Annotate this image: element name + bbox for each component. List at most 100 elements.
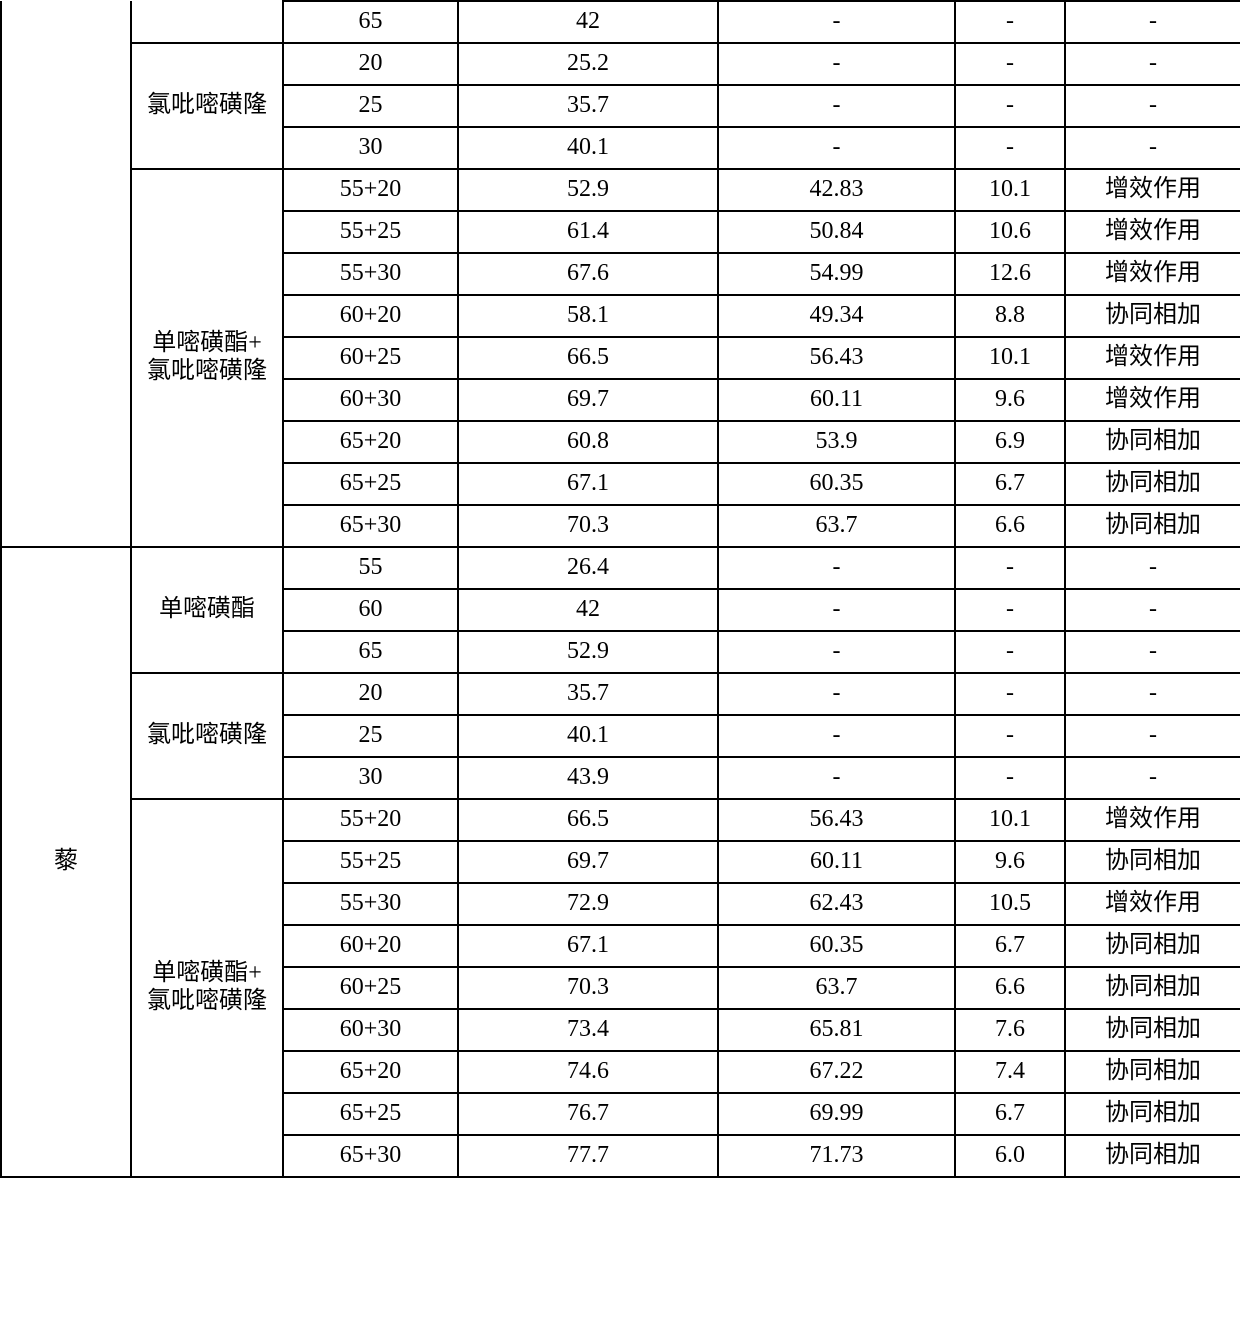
- value-cell: 50.84: [718, 211, 955, 253]
- value-cell: -: [955, 547, 1065, 589]
- value-cell: 65.81: [718, 1009, 955, 1051]
- dose-cell: 55: [283, 547, 458, 589]
- value-cell: 35.7: [458, 85, 718, 127]
- table-row: 单嘧磺酯+ 氯吡嘧磺隆 55+20 66.5 56.43 10.1 增效作用: [1, 799, 1240, 841]
- effect-cell: 协同相加: [1065, 1009, 1240, 1051]
- dose-cell: 55+20: [283, 799, 458, 841]
- value-cell: 10.6: [955, 211, 1065, 253]
- effect-cell: 协同相加: [1065, 1135, 1240, 1177]
- value-cell: 66.5: [458, 799, 718, 841]
- dose-cell: 65+30: [283, 1135, 458, 1177]
- effect-cell: -: [1065, 757, 1240, 799]
- value-cell: 63.7: [718, 505, 955, 547]
- value-cell: -: [718, 547, 955, 589]
- value-cell: 73.4: [458, 1009, 718, 1051]
- dose-cell: 25: [283, 85, 458, 127]
- value-cell: 70.3: [458, 505, 718, 547]
- value-cell: 66.5: [458, 337, 718, 379]
- dose-cell: 20: [283, 43, 458, 85]
- value-cell: 6.7: [955, 463, 1065, 505]
- value-cell: 62.43: [718, 883, 955, 925]
- value-cell: 71.73: [718, 1135, 955, 1177]
- value-cell: 56.43: [718, 337, 955, 379]
- value-cell: 60.11: [718, 379, 955, 421]
- dose-cell: 20: [283, 673, 458, 715]
- value-cell: 60.11: [718, 841, 955, 883]
- dose-cell: 30: [283, 757, 458, 799]
- value-cell: -: [955, 757, 1065, 799]
- table-body: 65 42 - - - 氯吡嘧磺隆 20 25.2 - - - 25 35.7 …: [1, 1, 1240, 1177]
- drug-cell: [131, 1, 283, 43]
- value-cell: -: [718, 43, 955, 85]
- value-cell: -: [718, 757, 955, 799]
- table-row: 藜 单嘧磺酯 55 26.4 - - -: [1, 547, 1240, 589]
- value-cell: 10.1: [955, 799, 1065, 841]
- effect-cell: 增效作用: [1065, 799, 1240, 841]
- table-row: 氯吡嘧磺隆 20 25.2 - - -: [1, 43, 1240, 85]
- drug-line2: 氯吡嘧磺隆: [147, 988, 267, 1014]
- drug-cell: 氯吡嘧磺隆: [131, 673, 283, 799]
- value-cell: 53.9: [718, 421, 955, 463]
- value-cell: 69.99: [718, 1093, 955, 1135]
- value-cell: 43.9: [458, 757, 718, 799]
- value-cell: 6.6: [955, 967, 1065, 1009]
- value-cell: 52.9: [458, 169, 718, 211]
- dose-cell: 65: [283, 631, 458, 673]
- effect-cell: -: [1065, 589, 1240, 631]
- value-cell: 42: [458, 1, 718, 43]
- value-cell: 69.7: [458, 379, 718, 421]
- value-cell: 74.6: [458, 1051, 718, 1093]
- value-cell: -: [718, 715, 955, 757]
- effect-cell: -: [1065, 631, 1240, 673]
- value-cell: 12.6: [955, 253, 1065, 295]
- value-cell: 63.7: [718, 967, 955, 1009]
- value-cell: 58.1: [458, 295, 718, 337]
- drug-cell: 单嘧磺酯: [131, 547, 283, 673]
- value-cell: 67.6: [458, 253, 718, 295]
- value-cell: 56.43: [718, 799, 955, 841]
- effect-cell: 协同相加: [1065, 1051, 1240, 1093]
- dose-cell: 55+30: [283, 253, 458, 295]
- drug-line1: 单嘧磺酯+: [152, 330, 262, 356]
- value-cell: 42: [458, 589, 718, 631]
- value-cell: 7.6: [955, 1009, 1065, 1051]
- value-cell: 35.7: [458, 673, 718, 715]
- dose-cell: 60+30: [283, 1009, 458, 1051]
- value-cell: -: [955, 1, 1065, 43]
- effect-cell: 增效作用: [1065, 253, 1240, 295]
- value-cell: 67.1: [458, 463, 718, 505]
- value-cell: 10.1: [955, 169, 1065, 211]
- value-cell: 67.22: [718, 1051, 955, 1093]
- value-cell: -: [955, 589, 1065, 631]
- effect-cell: -: [1065, 127, 1240, 169]
- value-cell: -: [718, 85, 955, 127]
- dose-cell: 60+20: [283, 295, 458, 337]
- value-cell: -: [955, 631, 1065, 673]
- value-cell: 26.4: [458, 547, 718, 589]
- dose-cell: 60+25: [283, 337, 458, 379]
- drug-cell: 单嘧磺酯+ 氯吡嘧磺隆: [131, 169, 283, 547]
- dose-cell: 60+30: [283, 379, 458, 421]
- dose-cell: 60+20: [283, 925, 458, 967]
- value-cell: -: [955, 715, 1065, 757]
- dose-cell: 55+30: [283, 883, 458, 925]
- effect-cell: 协同相加: [1065, 925, 1240, 967]
- effect-cell: 增效作用: [1065, 211, 1240, 253]
- effect-cell: -: [1065, 85, 1240, 127]
- value-cell: 6.9: [955, 421, 1065, 463]
- effect-cell: -: [1065, 715, 1240, 757]
- dose-cell: 60+25: [283, 967, 458, 1009]
- dose-cell: 65+25: [283, 463, 458, 505]
- value-cell: 7.4: [955, 1051, 1065, 1093]
- value-cell: 6.6: [955, 505, 1065, 547]
- dose-cell: 55+20: [283, 169, 458, 211]
- value-cell: 8.8: [955, 295, 1065, 337]
- value-cell: 6.7: [955, 1093, 1065, 1135]
- value-cell: -: [955, 43, 1065, 85]
- value-cell: 40.1: [458, 127, 718, 169]
- drug-line1: 单嘧磺酯+: [152, 960, 262, 986]
- value-cell: 77.7: [458, 1135, 718, 1177]
- drug-cell: 单嘧磺酯+ 氯吡嘧磺隆: [131, 799, 283, 1177]
- value-cell: -: [955, 127, 1065, 169]
- value-cell: 60.35: [718, 925, 955, 967]
